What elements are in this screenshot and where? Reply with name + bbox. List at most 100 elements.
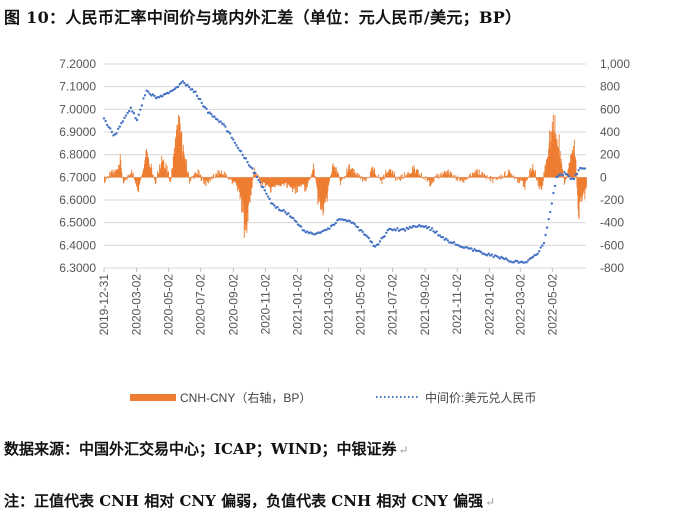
bar <box>116 169 118 178</box>
bar <box>177 136 179 178</box>
bar <box>224 172 226 178</box>
bar <box>540 177 542 189</box>
bar <box>226 177 228 178</box>
bar <box>378 177 380 178</box>
bar <box>584 177 586 188</box>
bar <box>295 177 297 193</box>
y-axis-right: -800 -600 -400 -200 0 200 400 600 800 1,000 <box>600 57 630 275</box>
bar <box>138 177 140 184</box>
bar <box>442 174 444 178</box>
bar <box>190 177 192 179</box>
dot <box>222 123 226 126</box>
x-tick-label: 2020-05-02 <box>162 274 176 336</box>
bar <box>154 177 156 182</box>
bar <box>105 177 106 182</box>
bar <box>186 160 187 178</box>
bar <box>285 177 287 183</box>
bar <box>326 177 328 202</box>
bar <box>422 177 423 178</box>
bar <box>563 175 565 178</box>
bar <box>261 177 263 182</box>
bar <box>389 169 391 178</box>
bar <box>284 177 286 184</box>
bar <box>476 169 478 178</box>
bar <box>143 167 145 178</box>
dot <box>109 127 112 130</box>
bar <box>171 170 173 178</box>
bar <box>208 177 210 180</box>
bar <box>182 144 184 178</box>
bar <box>523 177 525 183</box>
bar <box>113 172 115 178</box>
bar <box>179 123 181 178</box>
dot <box>123 116 126 119</box>
bar <box>110 170 112 178</box>
bar <box>337 172 339 178</box>
dot <box>271 202 274 205</box>
dot <box>115 132 118 135</box>
bar <box>142 171 144 178</box>
bar <box>438 177 440 179</box>
dot <box>374 245 377 248</box>
bar <box>189 177 191 179</box>
bar <box>300 177 302 187</box>
bar <box>115 172 116 178</box>
bar <box>566 177 567 179</box>
bar <box>424 177 426 181</box>
bar <box>397 177 399 178</box>
bar <box>331 173 332 178</box>
dot <box>236 146 240 150</box>
bar <box>528 177 530 178</box>
dot <box>239 150 243 153</box>
y-left-tick-label: 6.8000 <box>59 148 96 162</box>
bar <box>242 177 244 213</box>
bar <box>444 170 445 178</box>
bar <box>486 176 488 178</box>
dot <box>183 82 186 85</box>
dot <box>452 241 456 244</box>
dot <box>515 259 519 263</box>
bar <box>241 177 243 213</box>
x-tick-label: 2020-03-02 <box>130 274 144 336</box>
bar <box>326 177 328 195</box>
bar <box>488 177 490 178</box>
dot <box>364 234 367 237</box>
bar <box>308 177 310 180</box>
bar <box>198 175 199 178</box>
dot <box>370 241 374 244</box>
bar <box>428 177 430 180</box>
bar <box>383 174 385 178</box>
bar <box>181 151 183 178</box>
bar <box>240 177 242 196</box>
bar <box>492 177 494 184</box>
bar <box>538 177 540 190</box>
bar <box>579 177 581 203</box>
bar <box>188 172 189 178</box>
dot <box>306 230 309 233</box>
bar <box>489 175 491 178</box>
bar <box>571 149 573 178</box>
bar <box>231 177 233 185</box>
bar <box>501 177 503 179</box>
bar <box>425 176 427 178</box>
bar <box>441 175 443 178</box>
bar <box>430 177 432 180</box>
bar <box>367 177 369 178</box>
bar <box>157 171 158 178</box>
dot <box>328 227 331 230</box>
bar <box>129 174 131 178</box>
bar <box>427 177 429 180</box>
y-right-tick-label: 600 <box>600 102 620 116</box>
bar <box>126 177 127 179</box>
dot <box>241 153 244 157</box>
bar <box>231 177 233 180</box>
bar <box>498 175 500 178</box>
bar <box>162 160 164 178</box>
bar <box>173 147 175 178</box>
bar <box>338 175 340 178</box>
x-tick-label: 2022-01-02 <box>482 274 496 336</box>
bar <box>463 177 465 183</box>
x-tick-label: 2021-03-02 <box>321 274 335 336</box>
bar <box>309 177 311 181</box>
bar <box>475 175 476 178</box>
